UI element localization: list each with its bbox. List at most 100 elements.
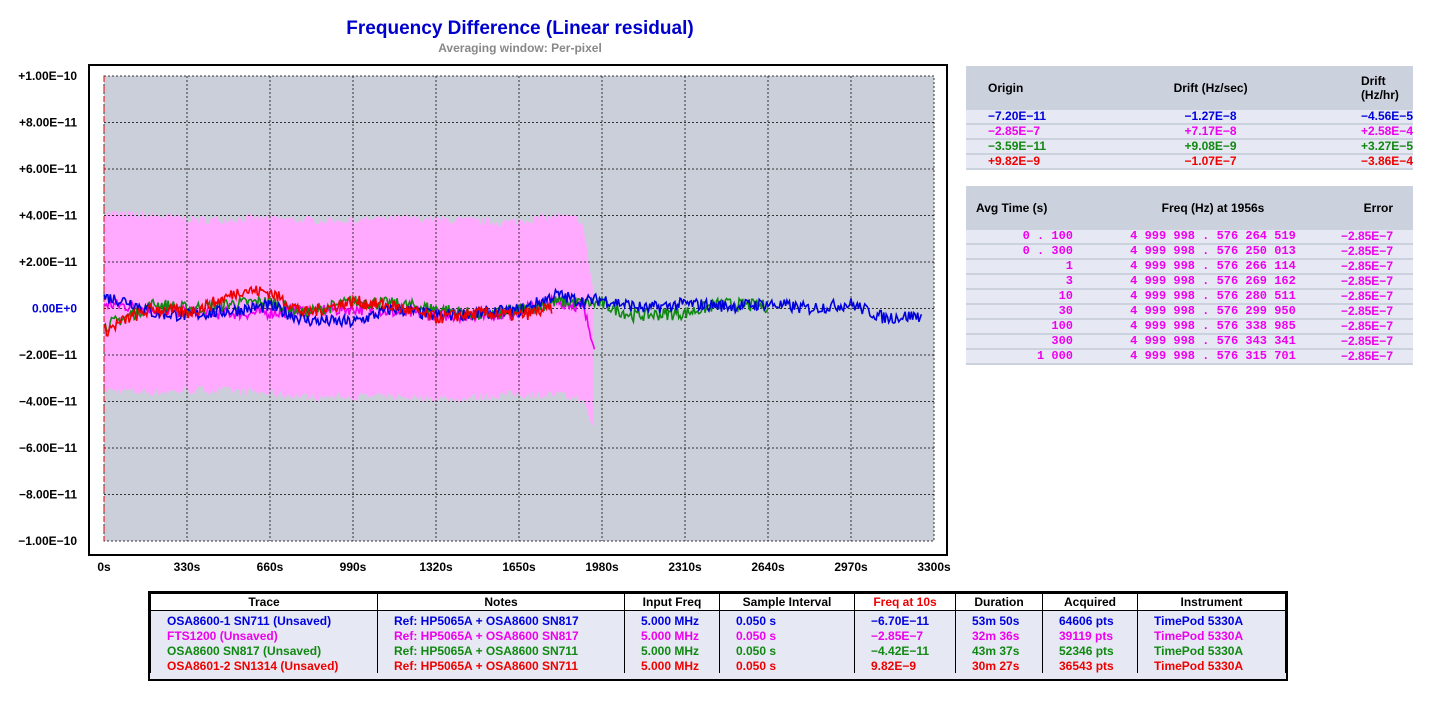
legend-header-duration: Duration (955, 593, 1043, 611)
freq-header-freq: Freq (Hz) at 1956s (1161, 201, 1265, 215)
legend-header-freq-10s: Freq at 10s (854, 593, 956, 611)
legend-input-freq: 5.000 MHz (624, 643, 720, 658)
stats-header-drift-sec: Drift (Hz/sec) (1173, 81, 1248, 95)
freq-value: 4 999 998 . 576 264 519 (1087, 230, 1339, 245)
stats-header-drift-hr: Drift (Hz/hr) (1360, 74, 1399, 102)
chart-subtitle: Averaging window: Per-pixel (438, 41, 602, 55)
stats-origin: +9.82E−9 (966, 154, 1131, 170)
stats-drift-sec: +7.17E−8 (1130, 124, 1291, 140)
freq-header-row: Avg Time (s) Freq (Hz) at 1956s Error (966, 186, 1413, 230)
legend-header-instrument: Instrument (1137, 593, 1286, 611)
legend-trace: FTS1200 (Unsaved) (150, 628, 378, 643)
freq-error: −2.85E−7 (1339, 349, 1413, 365)
legend-sample-interval: 0.050 s (719, 643, 855, 658)
legend-acquired: 36543 pts (1042, 658, 1138, 673)
freq-value: 4 999 998 . 576 269 162 (1087, 274, 1339, 290)
frequency-difference-chart[interactable]: 0s 330s 660s 990s 1320s 1650s 1980s 2310s 2640s 2… (0, 0, 960, 580)
legend-header-notes: Notes (377, 593, 625, 611)
legend-notes: Ref: HP5065A + OSA8600 SN711 (377, 658, 625, 673)
y-tick-label: +2.00E−11 (19, 255, 77, 269)
stats-drift-hr: +2.58E−4 (1290, 124, 1413, 140)
freq-value: 4 999 998 . 576 266 114 (1087, 259, 1339, 275)
freq-row: 0 . 100 4 999 998 . 576 264 519 −2.85E−7 (966, 230, 1413, 245)
y-tick-label: −8.00E−11 (19, 488, 77, 502)
freq-avg-time: 1 (966, 259, 1087, 275)
legend-input-freq: 5.000 MHz (624, 658, 720, 673)
legend-header-sample-interval: Sample Interval (719, 593, 855, 611)
legend-duration: 30m 27s (955, 658, 1043, 673)
legend-freq-10s: −6.70E−11 (854, 610, 956, 628)
freq-avg-time: 300 (966, 334, 1087, 350)
legend-freq-10s: 9.82E−9 (854, 658, 956, 673)
freq-header-avg-time: Avg Time (s) (976, 201, 1048, 215)
x-tick-label: 2310s (668, 560, 702, 574)
freq-row: 30 4 999 998 . 576 299 950 −2.85E−7 (966, 304, 1413, 320)
freq-value: 4 999 998 . 576 250 013 (1087, 244, 1339, 260)
stats-drift-sec: −1.07E−7 (1130, 154, 1291, 170)
y-tick-label: +1.00E−10 (18, 69, 77, 83)
freq-error: −2.85E−7 (1339, 289, 1413, 305)
stats-header-row: Origin Drift (Hz/sec) Drift (Hz/hr) (966, 66, 1413, 110)
stats-origin: −7.20E−11 (966, 110, 1131, 125)
averaged-frequency-panel: Avg Time (s) Freq (Hz) at 1956s Error 0 … (966, 186, 1413, 365)
chart-title: Frequency Difference (Linear residual) (346, 18, 694, 39)
drift-stats-panel: Origin Drift (Hz/sec) Drift (Hz/hr) −7.2… (966, 66, 1413, 170)
stats-row: −2.85E−7 +7.17E−8 +2.58E−4 (966, 124, 1413, 140)
legend-trace: OSA8600-1 SN711 (Unsaved) (150, 610, 378, 628)
legend-acquired: 39119 pts (1042, 628, 1138, 643)
legend-input-freq: 5.000 MHz (624, 610, 720, 628)
y-tick-label: −1.00E−10 (18, 534, 77, 548)
legend-row[interactable]: OSA8600 SN817 (Unsaved) Ref: HP5065A + OS… (150, 643, 1286, 658)
legend-duration: 43m 37s (955, 643, 1043, 658)
legend-trace: OSA8600 SN817 (Unsaved) (150, 643, 378, 658)
freq-error: −2.85E−7 (1339, 230, 1413, 245)
x-tick-label: 1320s (419, 560, 453, 574)
stats-drift-sec: +9.08E−9 (1130, 139, 1291, 155)
stats-drift-hr: −3.86E−4 (1290, 154, 1413, 170)
freq-row: 300 4 999 998 . 576 343 341 −2.85E−7 (966, 334, 1413, 350)
legend-sample-interval: 0.050 s (719, 628, 855, 643)
stats-drift-sec: −1.27E−8 (1130, 110, 1291, 125)
legend-sample-interval: 0.050 s (719, 610, 855, 628)
legend-instrument: TimePod 5330A (1137, 628, 1286, 643)
x-tick-label: 660s (257, 560, 284, 574)
freq-row: 100 4 999 998 . 576 338 985 −2.85E−7 (966, 319, 1413, 335)
freq-avg-time: 0 . 300 (966, 244, 1087, 260)
legend-header-acquired: Acquired (1042, 593, 1138, 611)
stats-header-origin: Origin (988, 81, 1024, 95)
freq-avg-time: 10 (966, 289, 1087, 305)
freq-error: −2.85E−7 (1339, 304, 1413, 320)
legend-instrument: TimePod 5330A (1137, 658, 1286, 673)
freq-error: −2.85E−7 (1339, 274, 1413, 290)
freq-avg-time: 3 (966, 274, 1087, 290)
freq-value: 4 999 998 . 576 280 511 (1087, 289, 1339, 305)
stats-row: −7.20E−11 −1.27E−8 −4.56E−5 (966, 110, 1413, 125)
x-tick-label: 1980s (585, 560, 619, 574)
legend-row[interactable]: OSA8601-2 SN1314 (Unsaved) Ref: HP5065A +… (150, 658, 1286, 673)
stats-origin: −3.59E−11 (966, 139, 1131, 155)
legend-notes: Ref: HP5065A + OSA8600 SN711 (377, 643, 625, 658)
legend-row[interactable]: OSA8600-1 SN711 (Unsaved) Ref: HP5065A + … (150, 610, 1286, 628)
legend-row[interactable]: FTS1200 (Unsaved) Ref: HP5065A + OSA8600 … (150, 628, 1286, 643)
x-tick-label: 2970s (834, 560, 868, 574)
x-tick-label: 2640s (751, 560, 785, 574)
legend-freq-10s: −4.42E−11 (854, 643, 956, 658)
freq-value: 4 999 998 . 576 343 341 (1087, 334, 1339, 350)
legend-header-input-freq: Input Freq (624, 593, 720, 611)
stats-origin: −2.85E−7 (966, 124, 1131, 140)
freq-value: 4 999 998 . 576 338 985 (1087, 319, 1339, 335)
freq-avg-time: 0 . 100 (966, 230, 1087, 245)
y-tick-label: 0.00E+0 (32, 302, 77, 316)
x-tick-label: 3300s (917, 560, 951, 574)
legend-sample-interval: 0.050 s (719, 658, 855, 673)
x-tick-label: 330s (174, 560, 201, 574)
x-tick-label: 990s (340, 560, 367, 574)
freq-error: −2.85E−7 (1339, 334, 1413, 350)
stats-row: +9.82E−9 −1.07E−7 −3.86E−4 (966, 154, 1413, 170)
legend-trace: OSA8601-2 SN1314 (Unsaved) (150, 658, 378, 673)
y-tick-label: +6.00E−11 (19, 162, 77, 176)
legend-notes: Ref: HP5065A + OSA8600 SN817 (377, 610, 625, 628)
legend-instrument: TimePod 5330A (1137, 610, 1286, 628)
stats-row: −3.59E−11 +9.08E−9 +3.27E−5 (966, 139, 1413, 155)
